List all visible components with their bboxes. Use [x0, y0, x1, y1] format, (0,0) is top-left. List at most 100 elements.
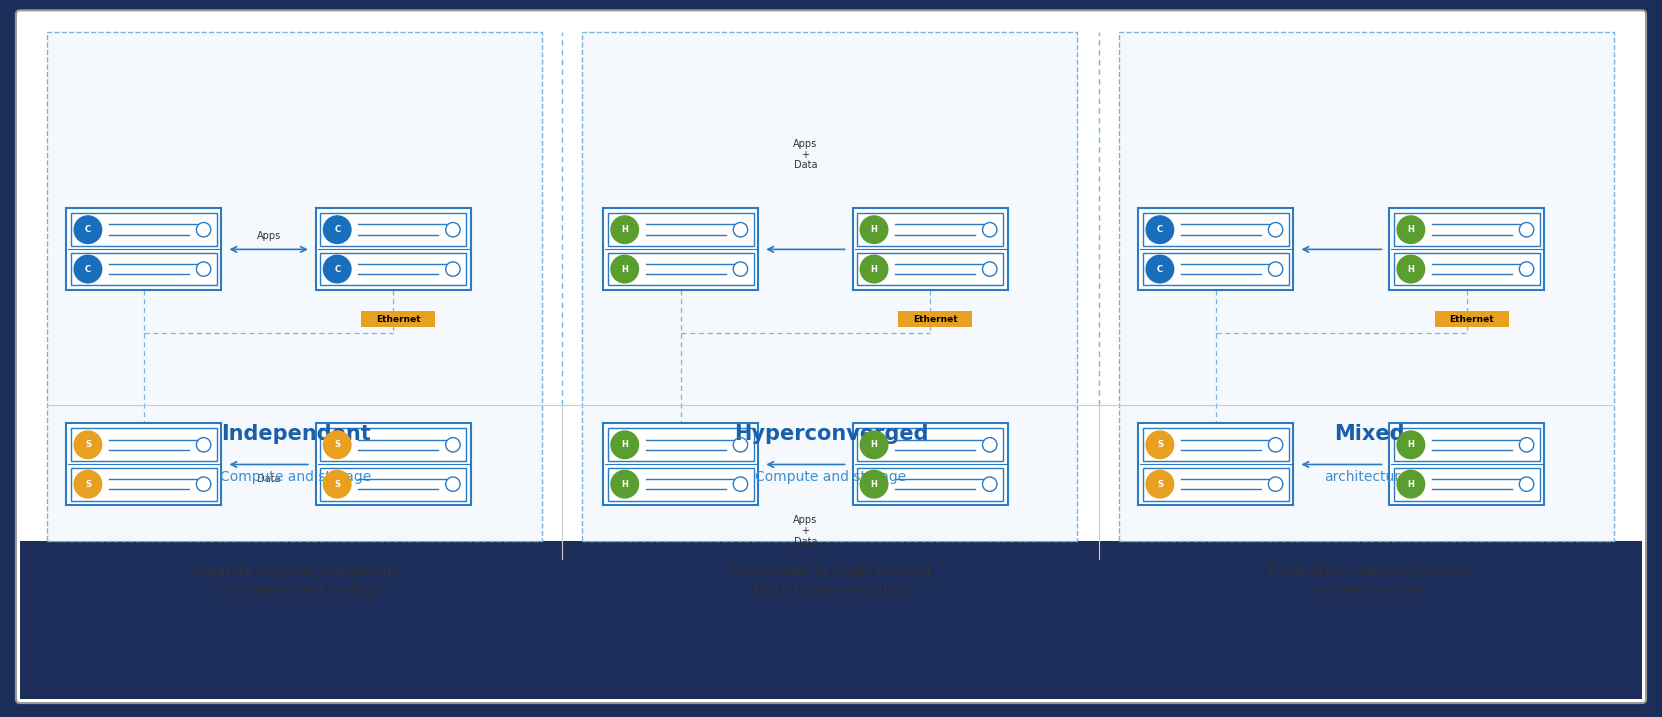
Text: H: H	[871, 225, 878, 234]
Text: Ethernet: Ethernet	[912, 315, 957, 323]
Text: H: H	[1408, 480, 1414, 489]
FancyBboxPatch shape	[71, 467, 216, 500]
Text: S: S	[1157, 440, 1163, 450]
Circle shape	[612, 216, 638, 244]
Text: H: H	[871, 440, 878, 450]
FancyBboxPatch shape	[321, 252, 465, 285]
Circle shape	[324, 470, 351, 498]
FancyBboxPatch shape	[582, 32, 1077, 541]
FancyBboxPatch shape	[66, 424, 221, 505]
Circle shape	[75, 431, 101, 459]
Circle shape	[1398, 431, 1424, 459]
Bar	[20, 541, 1642, 699]
Circle shape	[1147, 431, 1173, 459]
Text: Mixed: Mixed	[1335, 424, 1404, 444]
FancyBboxPatch shape	[1389, 424, 1544, 505]
FancyBboxPatch shape	[603, 424, 758, 505]
Circle shape	[1398, 470, 1424, 498]
FancyBboxPatch shape	[858, 252, 1002, 285]
FancyBboxPatch shape	[858, 213, 1002, 246]
Text: Compute and storage: Compute and storage	[755, 470, 907, 484]
FancyBboxPatch shape	[321, 428, 465, 461]
Text: H: H	[622, 265, 628, 274]
FancyBboxPatch shape	[1143, 467, 1288, 500]
FancyBboxPatch shape	[1394, 252, 1539, 285]
FancyBboxPatch shape	[853, 209, 1007, 290]
Text: S: S	[85, 440, 91, 450]
Text: Hyperconverged: Hyperconverged	[733, 424, 929, 444]
Text: H: H	[622, 225, 628, 234]
Text: S: S	[334, 440, 341, 450]
Text: H: H	[622, 440, 628, 450]
Text: S: S	[1157, 480, 1163, 489]
FancyBboxPatch shape	[17, 10, 1645, 703]
Text: architectures: architectures	[1325, 470, 1414, 484]
FancyBboxPatch shape	[1143, 213, 1288, 246]
Text: Flexibility to mix architectures
as needs evolve: Flexibility to mix architectures as need…	[1268, 565, 1471, 597]
Circle shape	[612, 255, 638, 282]
Circle shape	[861, 216, 888, 244]
FancyBboxPatch shape	[321, 213, 465, 246]
Circle shape	[324, 255, 351, 282]
Text: Ethernet: Ethernet	[1449, 315, 1494, 323]
Text: H: H	[1408, 440, 1414, 450]
Circle shape	[1147, 255, 1173, 282]
Circle shape	[1147, 216, 1173, 244]
FancyBboxPatch shape	[608, 213, 753, 246]
FancyBboxPatch shape	[71, 252, 216, 285]
Circle shape	[861, 431, 888, 459]
FancyBboxPatch shape	[603, 209, 758, 290]
Text: Apps
+
Data: Apps + Data	[793, 139, 818, 171]
FancyBboxPatch shape	[1138, 209, 1293, 290]
Text: C: C	[334, 265, 341, 274]
Text: Ethernet: Ethernet	[376, 315, 420, 323]
Text: Consolidate as single building
block for dense scaling: Consolidate as single building block for…	[731, 565, 931, 597]
FancyBboxPatch shape	[1394, 213, 1539, 246]
FancyBboxPatch shape	[316, 424, 470, 505]
Circle shape	[612, 470, 638, 498]
Text: H: H	[1408, 265, 1414, 274]
Text: H: H	[871, 480, 878, 489]
Circle shape	[75, 470, 101, 498]
FancyBboxPatch shape	[858, 428, 1002, 461]
Circle shape	[324, 216, 351, 244]
Circle shape	[1398, 216, 1424, 244]
Text: Independent: Independent	[221, 424, 371, 444]
Text: Compute and storage: Compute and storage	[219, 470, 372, 484]
Circle shape	[1398, 255, 1424, 282]
FancyBboxPatch shape	[361, 311, 435, 327]
Text: Apps
+
Data: Apps + Data	[793, 516, 818, 547]
FancyBboxPatch shape	[1434, 311, 1509, 327]
FancyBboxPatch shape	[316, 209, 470, 290]
FancyBboxPatch shape	[608, 252, 753, 285]
FancyBboxPatch shape	[1138, 424, 1293, 505]
Text: H: H	[1408, 225, 1414, 234]
Text: C: C	[1157, 265, 1163, 274]
Circle shape	[861, 255, 888, 282]
Text: Separate compute and storage
for independent scaling: Separate compute and storage for indepen…	[193, 565, 401, 597]
FancyBboxPatch shape	[1143, 252, 1288, 285]
Text: H: H	[622, 480, 628, 489]
FancyBboxPatch shape	[1143, 428, 1288, 461]
Text: H: H	[871, 265, 878, 274]
FancyBboxPatch shape	[897, 311, 972, 327]
Text: C: C	[334, 225, 341, 234]
Text: Apps: Apps	[256, 232, 281, 242]
FancyBboxPatch shape	[66, 209, 221, 290]
Circle shape	[861, 470, 888, 498]
Text: C: C	[1157, 225, 1163, 234]
Text: C: C	[85, 265, 91, 274]
Text: S: S	[85, 480, 91, 489]
FancyBboxPatch shape	[71, 213, 216, 246]
FancyBboxPatch shape	[1389, 209, 1544, 290]
FancyBboxPatch shape	[71, 428, 216, 461]
FancyBboxPatch shape	[1394, 467, 1539, 500]
FancyBboxPatch shape	[853, 424, 1007, 505]
FancyBboxPatch shape	[608, 467, 753, 500]
Circle shape	[75, 216, 101, 244]
Text: C: C	[85, 225, 91, 234]
FancyBboxPatch shape	[47, 32, 542, 541]
Text: Data: Data	[258, 475, 281, 485]
Circle shape	[1147, 470, 1173, 498]
Circle shape	[324, 431, 351, 459]
